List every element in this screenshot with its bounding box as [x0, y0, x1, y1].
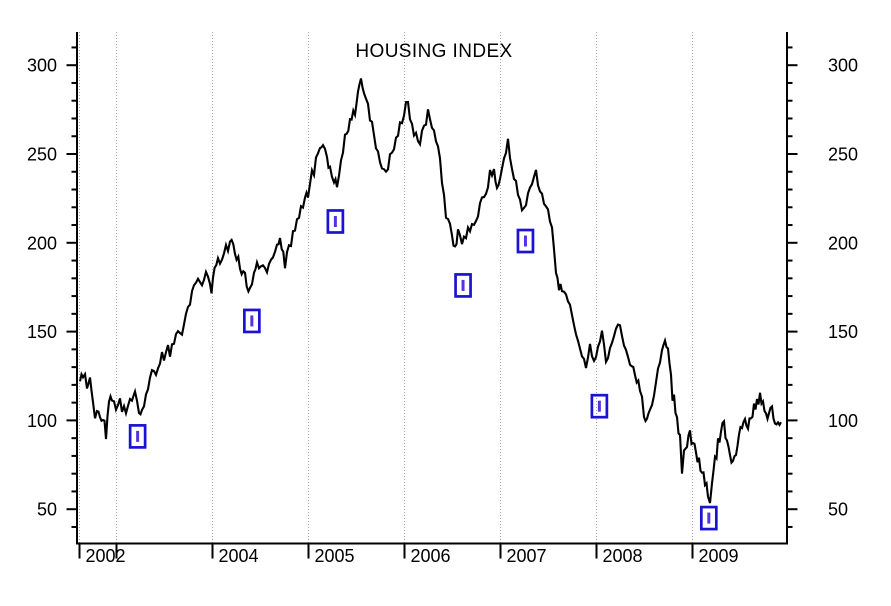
y-axis-label-right-100: 100 — [828, 411, 858, 431]
y-axis-label-left-250: 250 — [27, 145, 57, 165]
y-axis-label-right-300: 300 — [828, 56, 858, 76]
y-axis-label-left-300: 300 — [27, 56, 57, 76]
housing-index-series — [78, 78, 782, 504]
y-axis-label-right-250: 250 — [828, 145, 858, 165]
event-marker-box-5 — [516, 228, 535, 254]
chart-title: HOUSING INDEX — [355, 41, 512, 62]
x-axis-label-2005: 2005 — [315, 546, 355, 566]
y-axis-label-right-200: 200 — [828, 233, 858, 253]
y-axis-label-left-100: 100 — [27, 411, 57, 431]
x-axis-label-2009: 2009 — [699, 546, 739, 566]
event-marker-box-1 — [128, 424, 147, 449]
event-marker-box-6 — [590, 393, 609, 419]
x-axis-label-2004: 2004 — [219, 546, 259, 566]
x-axis-label-2006: 2006 — [411, 546, 451, 566]
event-marker-box-2 — [243, 308, 261, 334]
event-marker-box-3 — [326, 209, 345, 234]
event-marker-box-4 — [454, 273, 472, 298]
y-axis-label-right-150: 150 — [828, 322, 858, 342]
x-axis-label-2007: 2007 — [507, 546, 547, 566]
y-axis-label-left-150: 150 — [27, 322, 57, 342]
y-axis-label-right-50: 50 — [828, 500, 848, 520]
event-marker-box-7 — [699, 505, 718, 531]
y-axis-label-left-50: 50 — [37, 500, 57, 520]
x-axis-label-2002: 2002 — [86, 546, 126, 566]
x-axis-label-2008: 2008 — [603, 546, 643, 566]
y-axis-label-left-200: 200 — [27, 233, 57, 253]
